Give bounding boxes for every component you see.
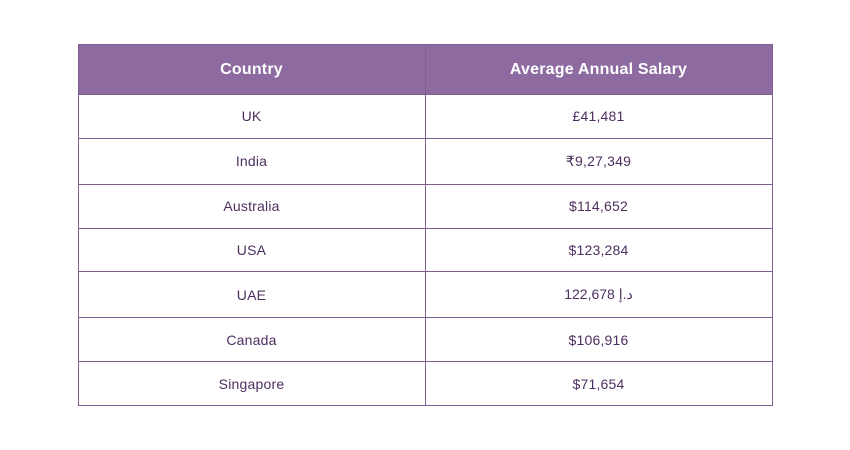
- country-column-header: Country: [77, 44, 426, 95]
- country-cell: UAE: [77, 271, 426, 319]
- salary-table: Country Average Annual Salary UK £41,481…: [77, 44, 773, 406]
- salary-cell: £41,481: [424, 94, 773, 139]
- table-row: UK £41,481: [77, 94, 773, 139]
- table-row: Australia $114,652: [77, 183, 773, 229]
- table-row: UAE 122,678 د.إ: [77, 271, 773, 319]
- salary-cell: $71,654: [424, 361, 773, 406]
- salary-cell: ₹9,27,349: [424, 137, 773, 185]
- country-cell: UK: [77, 94, 426, 139]
- salary-cell: $106,916: [424, 317, 773, 363]
- table-body: UK £41,481 India ₹9,27,349 Australia $11…: [77, 94, 773, 406]
- table-row: Singapore $71,654: [77, 361, 773, 406]
- table-header-row: Country Average Annual Salary: [77, 44, 773, 95]
- salary-cell: $114,652: [424, 183, 773, 229]
- table-row: India ₹9,27,349: [77, 137, 773, 185]
- table-row: USA $123,284: [77, 227, 773, 273]
- country-cell: India: [77, 137, 426, 185]
- salary-column-header: Average Annual Salary: [424, 44, 773, 95]
- country-cell: Canada: [77, 317, 426, 363]
- country-cell: Australia: [77, 183, 426, 229]
- salary-cell: 122,678 د.إ: [424, 271, 773, 319]
- table-row: Canada $106,916: [77, 317, 773, 363]
- country-cell: USA: [77, 227, 426, 273]
- table-head: Country Average Annual Salary: [77, 44, 773, 95]
- salary-cell: $123,284: [424, 227, 773, 273]
- country-cell: Singapore: [77, 361, 426, 406]
